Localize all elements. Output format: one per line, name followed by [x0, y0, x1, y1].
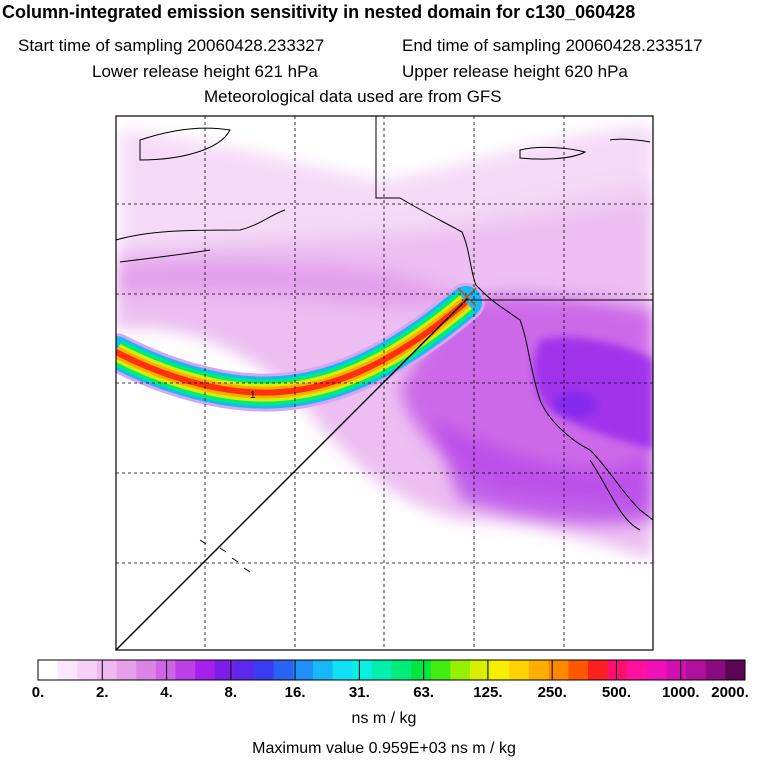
- colorbar-tick-label: 0.: [31, 684, 45, 701]
- colorbar-tick-label: 63.: [413, 684, 435, 701]
- maximum-value: Maximum value 0.959E+03 ns m / kg: [252, 740, 516, 757]
- colorbar-swatch: [411, 660, 432, 680]
- colorbar-swatch: [234, 660, 255, 680]
- colorbar-tick-label: 2000.: [711, 684, 749, 701]
- colorbar-swatch: [587, 660, 609, 680]
- colorbar-swatch: [195, 660, 216, 680]
- colorbar-swatch: [371, 660, 392, 680]
- colorbar-swatch: [77, 660, 98, 680]
- colorbar-swatch: [430, 660, 451, 680]
- colorbar-units: ns m / kg: [351, 710, 417, 727]
- release-lower: Lower release height 621 hPa: [92, 62, 318, 81]
- colorbar-swatch: [136, 660, 157, 680]
- colorbar-swatch: [666, 660, 687, 680]
- colorbar-swatch: [568, 660, 589, 680]
- colorbar-swatch: [332, 660, 353, 680]
- colorbar-swatch: [391, 660, 412, 680]
- plot-title: Column-integrated emission sensitivity i…: [2, 2, 636, 22]
- colorbar-tick-label: 500.: [601, 684, 632, 701]
- colorbar-swatch: [528, 660, 550, 680]
- colorbar-swatch: [489, 660, 510, 680]
- colorbar-swatch: [352, 660, 373, 680]
- colorbar-swatch: [214, 660, 235, 680]
- colorbar-swatch: [470, 660, 491, 680]
- colorbar-swatch: [312, 660, 334, 680]
- colorbar-swatch: [450, 660, 471, 680]
- colorbar-swatch: [705, 660, 726, 680]
- colorbar-swatch: [548, 660, 569, 680]
- coastlines: [116, 116, 653, 573]
- sampling-end: End time of sampling 20060428.233517: [402, 36, 703, 55]
- colorbar-swatch: [627, 660, 648, 680]
- colorbar-swatch: [254, 660, 275, 680]
- colorbar-tick-label: 250.: [537, 684, 567, 701]
- colorbar-tick-label: 31.: [348, 684, 370, 701]
- colorbar-tick-label: 2.: [96, 684, 109, 701]
- colorbar-swatch: [607, 660, 628, 680]
- plume-band: [116, 283, 485, 412]
- colorbar-swatch: [38, 660, 59, 680]
- colorbar-tick-label: 8.: [224, 684, 238, 701]
- colorbar-tick-label: 125.: [473, 684, 503, 701]
- map-frame: [115, 115, 654, 651]
- colorbar: [37, 659, 746, 681]
- colorbar-swatch: [273, 660, 294, 680]
- map-field: 1: [116, 116, 653, 650]
- plume-label: 1: [250, 390, 256, 401]
- colorbar-swatch: [725, 660, 746, 680]
- trajectory-line: [116, 297, 469, 650]
- colorbar-tick-label: 1000.: [661, 684, 700, 701]
- colorbar-frame: [37, 659, 746, 681]
- colorbar-swatch: [293, 660, 314, 680]
- colorbar-tick-label: 4.: [160, 684, 173, 701]
- colorbar-swatch: [646, 660, 667, 680]
- colorbar-swatch: [175, 660, 196, 680]
- release-upper: Upper release height 620 hPa: [402, 62, 628, 81]
- colorbar-swatch: [509, 660, 530, 680]
- colorbar-swatch: [155, 660, 176, 680]
- colorbar-swatch: [686, 660, 707, 680]
- sampling-start: Start time of sampling 20060428.233327: [18, 36, 325, 55]
- colorbar-swatch: [57, 660, 78, 680]
- colorbar-swatch: [96, 660, 118, 680]
- colorbar-tick-label: 16.: [284, 684, 306, 701]
- met-data-note: Meteorological data used are from GFS: [204, 87, 502, 106]
- release-point-marker: [457, 287, 477, 307]
- colorbar-swatch: [116, 660, 137, 680]
